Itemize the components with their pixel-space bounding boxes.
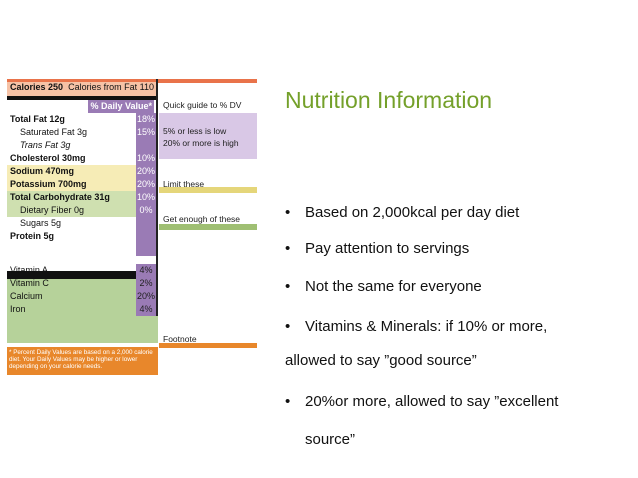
dv-header-row: % Daily Value*	[7, 100, 156, 113]
label-row: Sodium 470mg 20%	[10, 165, 156, 178]
guide-high-text: 20% or more is high	[163, 138, 239, 148]
label-row: Cholesterol 30mg 10%	[10, 152, 156, 165]
label-row: Saturated Fat 3g 15%	[20, 126, 156, 139]
bullet-continuation: source”	[305, 431, 356, 448]
enough-band-right	[159, 224, 257, 230]
calories-fat-text: Calories from Fat 110	[68, 82, 154, 92]
label-row: Total Fat 12g 18%	[10, 113, 156, 126]
daily-value-header: % Daily Value*	[88, 100, 154, 113]
calories-band	[7, 82, 158, 96]
quick-guide-text: Quick guide to % DV	[163, 100, 242, 110]
label-row: Calcium 20%	[10, 290, 156, 303]
bullet-item: • Vitamins & Minerals: if 10% or more,	[285, 318, 548, 335]
vitamins-band	[7, 279, 158, 343]
get-enough-text: Get enough of these	[163, 214, 241, 224]
bullet-item: • 20%or more, allowed to say ”excellent	[285, 393, 559, 410]
limit-these-text: Limit these	[163, 179, 205, 189]
label-row: Sugars 5g	[7, 217, 156, 230]
bullet-item: • Not the same for everyone	[285, 278, 482, 295]
fiber-band	[7, 217, 158, 245]
label-table: Calories 250 Calories from Fat 110 % Dai…	[7, 79, 158, 316]
enough-band-left	[7, 191, 158, 217]
limit-band-left	[7, 165, 158, 191]
label-row: Iron 4%	[7, 303, 156, 316]
label-row: Trans Fat 3g	[7, 139, 156, 152]
footnote-label: Footnote	[163, 334, 197, 344]
thick-divider	[7, 271, 158, 279]
label-row: Vitamin A 4%	[7, 264, 156, 277]
divider-row	[7, 256, 156, 264]
guide-low-text: 5% or less is low	[163, 126, 227, 136]
label-row: Protein 5g	[7, 230, 156, 243]
calories-band-top	[7, 79, 257, 83]
label-row: Total Carbohydrate 31g 10%	[10, 191, 156, 204]
bullet-item: • Based on 2,000kcal per day diet	[285, 204, 520, 221]
bullet-item: • Pay attention to servings	[285, 240, 470, 257]
footnote-box: * Percent Daily Values are based on a 2,…	[7, 347, 158, 375]
label-row: Vitamin C 2%	[7, 277, 156, 290]
calories-row: Calories 250 Calories from Fat 110	[7, 79, 156, 96]
footnote-band-right	[159, 343, 257, 348]
slide-title: Nutrition Information	[285, 87, 493, 113]
spacer-row	[7, 243, 156, 256]
guide-band	[159, 113, 257, 159]
calories-text: Calories 250	[10, 82, 64, 92]
label-row: Dietary Fiber 0g 0%	[7, 204, 156, 217]
label-row: Potassium 700mg 20%	[10, 178, 156, 191]
nutrition-label-graphic: Calories 250 Calories from Fat 110 % Dai…	[7, 79, 257, 375]
limit-band-right	[159, 187, 257, 193]
bullet-continuation: allowed to say ”good source”	[285, 352, 477, 369]
